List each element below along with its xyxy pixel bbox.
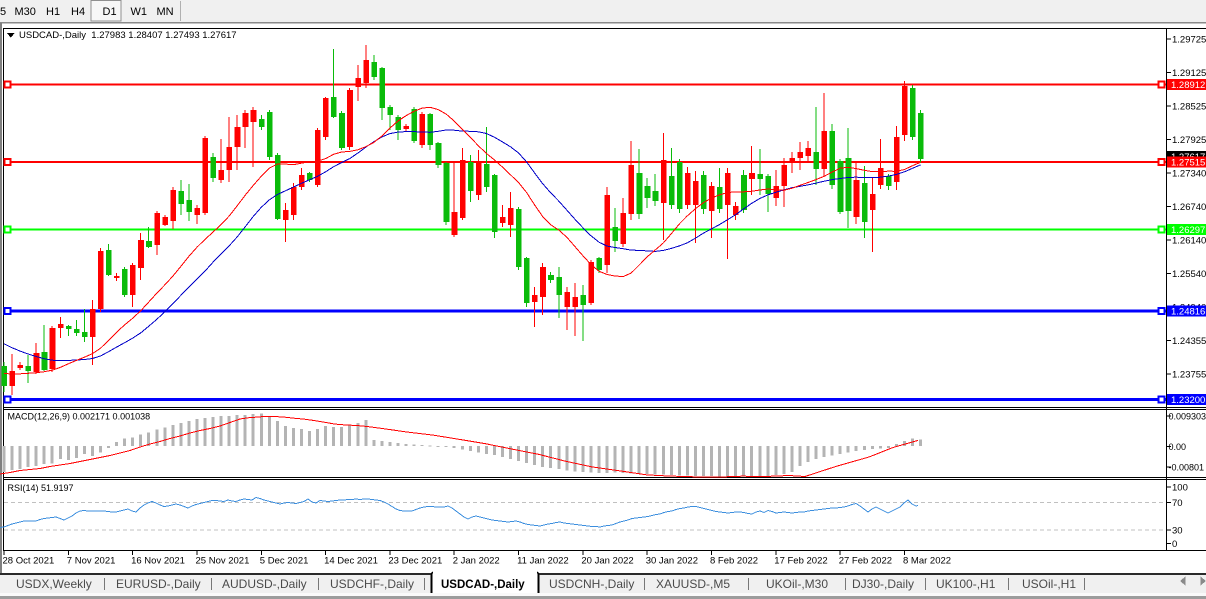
svg-text:14 Dec 2021: 14 Dec 2021 — [324, 556, 378, 567]
svg-text:1.29125: 1.29125 — [1172, 68, 1206, 79]
svg-text:8 Mar 2022: 8 Mar 2022 — [903, 556, 951, 567]
svg-text:H1: H1 — [46, 6, 60, 18]
svg-text:0: 0 — [1172, 539, 1177, 550]
svg-text:1.24816: 1.24816 — [1171, 307, 1205, 318]
svg-text:1.28525: 1.28525 — [1172, 102, 1206, 113]
svg-text:20 Jan 2022: 20 Jan 2022 — [581, 556, 633, 567]
svg-text:M30: M30 — [15, 6, 36, 18]
svg-text:1.27515: 1.27515 — [1171, 158, 1205, 169]
svg-text:USDX,Weekly: USDX,Weekly — [16, 577, 92, 591]
svg-text:1.26140: 1.26140 — [1172, 236, 1206, 247]
svg-text:30: 30 — [1172, 526, 1183, 537]
svg-text:1.23200: 1.23200 — [1171, 395, 1205, 406]
svg-text:-0.00801: -0.00801 — [1169, 463, 1205, 473]
svg-text:23 Dec 2021: 23 Dec 2021 — [388, 556, 442, 567]
svg-text:USDCAD-,Daily 1.27983 1.28407: USDCAD-,Daily 1.27983 1.28407 1.27493 1.… — [19, 30, 237, 41]
svg-text:EURUSD-,Daily: EURUSD-,Daily — [116, 577, 201, 591]
svg-text:USOil-,H1: USOil-,H1 — [1022, 577, 1076, 591]
svg-text:1.29725: 1.29725 — [1172, 35, 1206, 46]
svg-text:25 Nov 2021: 25 Nov 2021 — [196, 556, 250, 567]
svg-text:1.26740: 1.26740 — [1172, 202, 1206, 213]
svg-text:17 Feb 2022: 17 Feb 2022 — [774, 556, 827, 567]
svg-text:100: 100 — [1172, 483, 1188, 494]
svg-text:XAUUSD-,M5: XAUUSD-,M5 — [656, 577, 730, 591]
svg-text:5 Dec 2021: 5 Dec 2021 — [260, 556, 309, 567]
svg-text:11 Jan 2022: 11 Jan 2022 — [517, 556, 569, 567]
svg-text:0.00: 0.00 — [1169, 442, 1187, 452]
svg-text:0.009303: 0.009303 — [1169, 412, 1206, 422]
svg-text:1.23755: 1.23755 — [1172, 370, 1206, 381]
svg-text:USDCNH-,Daily: USDCNH-,Daily — [549, 577, 634, 591]
svg-text:AUDUSD-,Daily: AUDUSD-,Daily — [222, 577, 307, 591]
svg-text:27 Feb 2022: 27 Feb 2022 — [839, 556, 892, 567]
svg-text:5: 5 — [0, 6, 6, 18]
svg-text:1.24355: 1.24355 — [1172, 336, 1206, 347]
svg-text:16 Nov 2021: 16 Nov 2021 — [131, 556, 185, 567]
svg-text:30 Jan 2022: 30 Jan 2022 — [646, 556, 698, 567]
svg-text:MACD(12,26,9) 0.002171 0.00103: MACD(12,26,9) 0.002171 0.001038 — [8, 412, 151, 422]
svg-text:H4: H4 — [71, 6, 85, 18]
svg-text:USDCHF-,Daily: USDCHF-,Daily — [330, 577, 414, 591]
svg-text:UK100-,H1: UK100-,H1 — [936, 577, 996, 591]
svg-text:8 Feb 2022: 8 Feb 2022 — [710, 556, 758, 567]
svg-text:1.27340: 1.27340 — [1172, 169, 1206, 180]
svg-text:2 Jan 2022: 2 Jan 2022 — [453, 556, 500, 567]
svg-text:70: 70 — [1172, 498, 1183, 509]
svg-text:1.28912: 1.28912 — [1171, 80, 1205, 91]
svg-text:7 Nov 2021: 7 Nov 2021 — [67, 556, 116, 567]
svg-text:UKOil-,M30: UKOil-,M30 — [766, 577, 828, 591]
svg-text:1.25540: 1.25540 — [1172, 269, 1206, 280]
svg-text:RSI(14) 51.9197: RSI(14) 51.9197 — [8, 483, 74, 493]
svg-text:USDCAD-,Daily: USDCAD-,Daily — [441, 579, 525, 591]
svg-text:1.26297: 1.26297 — [1171, 225, 1205, 236]
svg-text:W1: W1 — [131, 6, 148, 18]
svg-text:MN: MN — [157, 6, 174, 18]
svg-text:28 Oct 2021: 28 Oct 2021 — [3, 556, 55, 567]
svg-text:D1: D1 — [103, 6, 117, 18]
svg-text:1.27925: 1.27925 — [1172, 135, 1206, 146]
svg-text:DJ30-,Daily: DJ30-,Daily — [852, 577, 914, 591]
